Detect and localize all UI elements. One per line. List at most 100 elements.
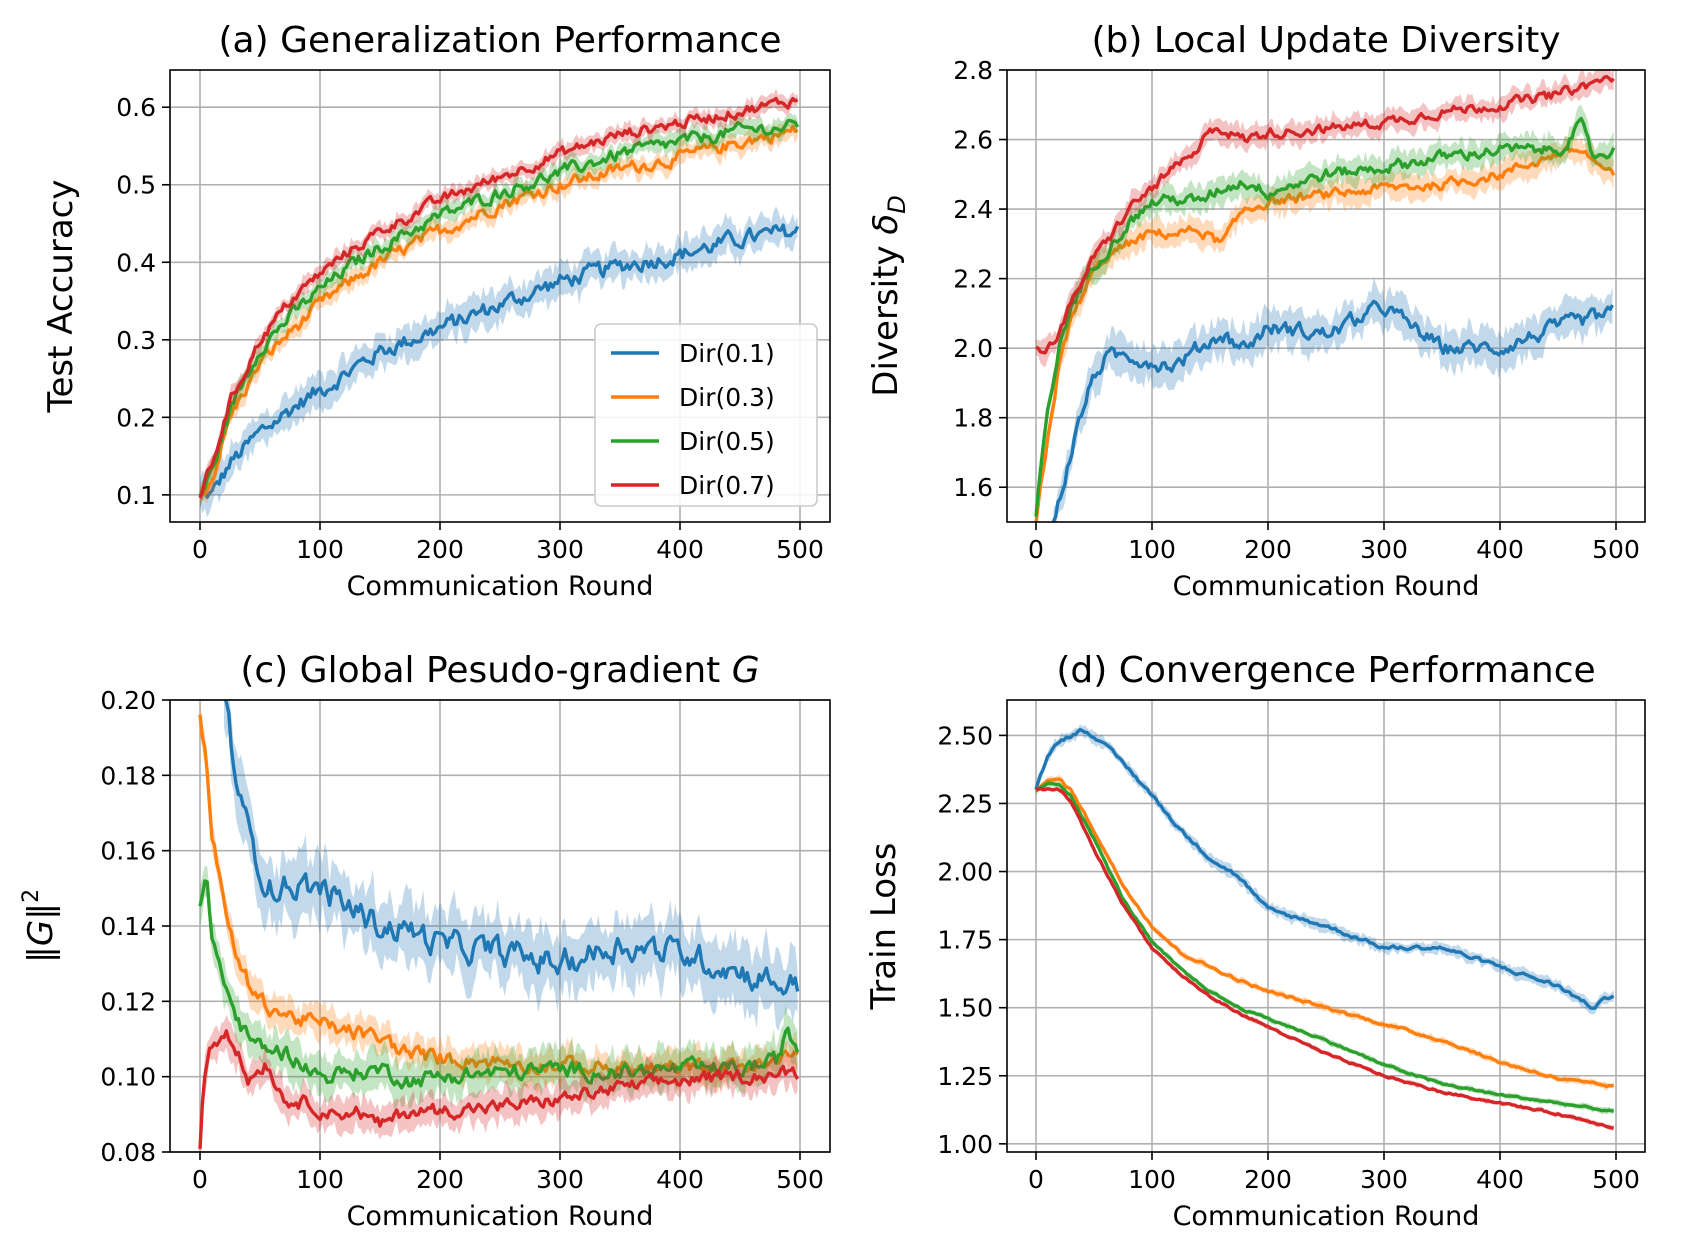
y-tick-label: 2.8 (953, 56, 993, 85)
y-tick-label: 2.6 (953, 126, 993, 155)
y-tick-label: 0.10 (100, 1063, 156, 1092)
series-group (198, 700, 800, 1152)
band-Dir(0.1) (1036, 724, 1614, 1015)
title-text: (d) Convergence Performance (1056, 650, 1595, 691)
title-text: (a) Generalization Performance (219, 20, 782, 61)
x-axis-label: Communication Round (347, 1201, 654, 1232)
y-tick-label: 2.0 (953, 334, 993, 363)
x-tick-label: 100 (1128, 535, 1176, 564)
chart-title: (c) Global Pesudo-gradient G (240, 650, 759, 691)
y-tick-label: 0.5 (116, 171, 156, 200)
line-Dir(0.1) (1051, 299, 1614, 522)
line-Dir(0.3) (1034, 144, 1616, 522)
title-text: (b) Local Update Diversity (1091, 20, 1560, 61)
y-label-symbol: δ (866, 214, 906, 235)
legend-label: Dir(0.7) (679, 471, 775, 500)
y-tick-label: 0.4 (116, 248, 156, 277)
axes-frame (1006, 699, 1646, 1153)
x-tick-label: 0 (1028, 535, 1044, 564)
line-Dir(0.3) (1034, 777, 1614, 1089)
y-tick-label: 1.50 (937, 994, 993, 1023)
line-Dir(0.1) (199, 223, 800, 499)
series-group (198, 88, 800, 518)
x-tick-label: 200 (1244, 535, 1292, 564)
chart-title: (a) Generalization Performance (219, 20, 782, 61)
y-tick-label: 1.00 (937, 1130, 993, 1159)
x-tick-label: 100 (296, 535, 344, 564)
x-tick-label: 400 (656, 1165, 704, 1194)
y-tick-label: 2.4 (953, 195, 993, 224)
y-tick-label: 0.2 (116, 403, 156, 432)
y-label-text: ‖G‖ (21, 903, 61, 963)
x-tick-label: 0 (192, 1165, 208, 1194)
x-tick-label: 400 (1476, 535, 1524, 564)
line-Dir(0.1) (1034, 727, 1615, 1010)
y-tick-label: 1.75 (937, 926, 993, 955)
y-label-subscript: D (883, 195, 911, 213)
x-tick-label: 300 (536, 1165, 584, 1194)
y-axis-label: Diversity δD (866, 195, 911, 396)
line-Dir(0.7) (1035, 786, 1614, 1130)
x-tick-label: 200 (416, 535, 464, 564)
y-tick-label: 0.20 (100, 686, 156, 715)
title-italic: G (732, 650, 760, 691)
chart-title: (d) Convergence Performance (1056, 650, 1595, 691)
legend-label: Dir(0.3) (679, 383, 775, 412)
y-label-text: Test Accuracy (41, 180, 81, 414)
band-Dir(0.7) (1036, 786, 1614, 1131)
y-tick-label: 2.00 (937, 858, 993, 887)
y-tick-label: 1.8 (953, 404, 993, 433)
y-tick-label: 2.50 (937, 721, 993, 750)
line-Dir(0.5) (198, 879, 800, 1090)
x-tick-label: 300 (1360, 535, 1408, 564)
x-tick-label: 500 (1592, 1165, 1640, 1194)
band-Dir(0.1) (200, 206, 798, 518)
x-tick-label: 0 (192, 535, 208, 564)
panel-a: 0 100 200 300 400 500 0.1 0.2 0.3 0.4 0.5 0.6 Commun… (41, 20, 831, 602)
axes-frame (169, 69, 831, 523)
y-tick-label: 0.18 (100, 761, 156, 790)
y-tick-label: 0.08 (100, 1138, 156, 1167)
x-tick-label: 400 (1476, 1165, 1524, 1194)
y-label-space (866, 235, 906, 246)
y-tick-label: 1.25 (937, 1062, 993, 1091)
y-axis-label: Test Accuracy (41, 180, 81, 414)
x-tick-label: 500 (776, 1165, 824, 1194)
panel-c: 0 100 200 300 400 500 0.08 0.10 0.12 0.14 0.16 0.18… (19, 650, 831, 1232)
series-group (1034, 70, 1616, 522)
x-tick-label: 200 (416, 1165, 464, 1194)
y-tick-label: 0.6 (116, 93, 156, 122)
x-tick-label: 100 (296, 1165, 344, 1194)
line-Dir(0.1) (223, 700, 800, 996)
y-label-text: Diversity (866, 245, 906, 396)
title-text: (c) Global Pesudo-gradient (240, 650, 731, 691)
band-Dir(0.5) (200, 865, 798, 1111)
band-Dir(0.1) (1053, 277, 1613, 522)
x-axis-label: Communication Round (1173, 571, 1480, 602)
band-Dir(0.5) (200, 111, 798, 508)
x-axis-label: Communication Round (1173, 1201, 1480, 1232)
series-group (1034, 724, 1615, 1131)
x-tick-label: 500 (1592, 535, 1640, 564)
line-Dir(0.7) (198, 1029, 800, 1150)
y-tick-label: 0.3 (116, 326, 156, 355)
x-tick-label: 500 (776, 535, 824, 564)
legend: Dir(0.1) Dir(0.3) Dir(0.5) Dir(0.7) (594, 323, 818, 507)
line-Dir(0.3) (198, 714, 799, 1078)
line-Dir(0.3) (199, 124, 799, 496)
y-tick-label: 1.6 (953, 473, 993, 502)
line-Dir(0.5) (198, 118, 800, 497)
y-tick-label: 0.14 (100, 912, 156, 941)
y-axis-label: ‖G‖2 (19, 889, 61, 963)
panel-b: 0 100 200 300 400 500 1.6 1.8 2.0 2.2 2.4 2.6 2.8 Com… (866, 20, 1646, 602)
y-label-text: Train Loss (864, 843, 904, 1011)
x-axis-label: Communication Round (347, 571, 654, 602)
x-tick-label: 200 (1244, 1165, 1292, 1194)
x-tick-label: 100 (1128, 1165, 1176, 1194)
band-Dir(0.5) (1036, 780, 1614, 1115)
line-Dir(0.5) (1034, 116, 1616, 517)
axes-frame (1006, 69, 1646, 523)
line-Dir(0.5) (1035, 781, 1614, 1113)
legend-label: Dir(0.5) (679, 427, 775, 456)
